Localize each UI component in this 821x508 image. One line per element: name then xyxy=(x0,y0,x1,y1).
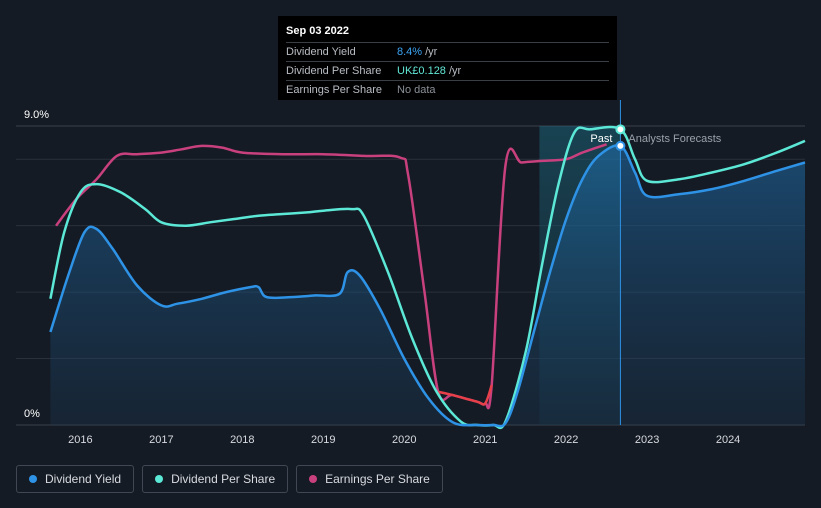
tooltip-row-earnings-per-share: Earnings Per Share No data xyxy=(286,80,609,99)
legend-label: Dividend Per Share xyxy=(171,472,276,486)
tooltip-row-dividend-per-share: Dividend Per Share UK£0.128 /yr xyxy=(286,61,609,80)
tooltip-row-dividend-yield: Dividend Yield 8.4% /yr xyxy=(286,42,609,61)
x-tick-label: 2022 xyxy=(554,434,578,446)
x-tick-label: 2024 xyxy=(716,434,740,446)
forecast-label: Analysts Forecasts xyxy=(628,133,721,145)
tooltip-unit: /yr xyxy=(448,65,462,77)
legend-label: Earnings Per Share xyxy=(325,472,430,486)
hover-tooltip: Sep 03 2022 Dividend Yield 8.4% /yr Divi… xyxy=(278,16,617,100)
y-tick-label-top: 9.0% xyxy=(24,109,49,121)
tooltip-label: Dividend Yield xyxy=(286,46,356,58)
series-lines xyxy=(49,125,806,430)
dividend-yield-marker xyxy=(615,140,626,151)
tooltip-label: Earnings Per Share xyxy=(286,84,382,96)
x-tick-label: 2016 xyxy=(68,434,92,446)
x-tick-label: 2020 xyxy=(392,434,416,446)
tooltip-label: Dividend Per Share xyxy=(286,65,382,77)
legend-dot-icon xyxy=(309,475,318,483)
earnings-per-share-low-segment xyxy=(437,384,493,406)
tooltip-value: 8.4% xyxy=(397,46,423,58)
legend-item-dividend-per-share[interactable]: Dividend Per Share xyxy=(142,465,289,493)
hover-markers xyxy=(615,124,626,151)
tooltip-value: No data xyxy=(397,84,436,96)
legend-dot-icon xyxy=(29,475,37,483)
tooltip-date: Sep 03 2022 xyxy=(286,25,349,37)
earnings-per-share-line xyxy=(55,143,608,410)
x-axis-ticks: 2016 2017 2018 2019 2020 2021 2022 2023 2024 xyxy=(68,434,740,446)
x-tick-label: 2017 xyxy=(149,434,173,446)
y-tick-label-bottom: 0% xyxy=(24,408,40,420)
dividend-yield-area xyxy=(50,145,805,427)
legend-item-earnings-per-share[interactable]: Earnings Per Share xyxy=(296,465,443,493)
dividend-yield-line xyxy=(49,144,806,428)
legend-item-dividend-yield[interactable]: Dividend Yield xyxy=(16,465,135,493)
x-tick-label: 2021 xyxy=(473,434,497,446)
chart-legend: Dividend Yield Dividend Per Share Earnin… xyxy=(16,465,443,493)
dividend-per-share-marker xyxy=(615,124,626,135)
dividend-per-share-line xyxy=(49,125,806,430)
x-tick-label: 2018 xyxy=(230,434,254,446)
x-tick-label: 2019 xyxy=(311,434,335,446)
tooltip-unit: /yr xyxy=(425,46,438,58)
tooltip-value: UK£0.128 xyxy=(397,65,446,77)
x-tick-label: 2023 xyxy=(635,434,659,446)
legend-dot-icon xyxy=(155,475,164,483)
legend-label: Dividend Yield xyxy=(45,472,122,486)
past-label: Past xyxy=(590,133,612,145)
